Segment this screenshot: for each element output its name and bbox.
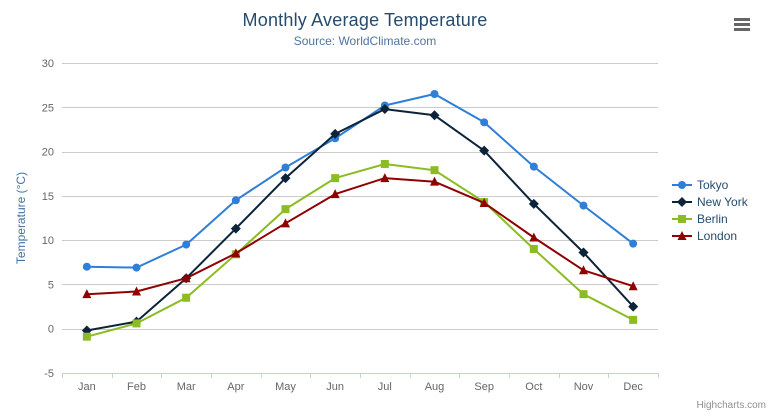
point-london-jun[interactable] <box>330 189 340 199</box>
x-axis-label: Oct <box>525 381 542 393</box>
x-axis-label: Feb <box>127 381 146 393</box>
point-tokyo-jan[interactable] <box>82 262 91 271</box>
point-berlin-jun[interactable] <box>331 174 340 183</box>
point-london-mar[interactable] <box>181 273 191 283</box>
x-axis-label: Mar <box>177 381 196 393</box>
series-berlin-line <box>86 163 634 338</box>
point-tokyo-apr[interactable] <box>231 196 240 205</box>
x-axis-label: Apr <box>227 381 244 393</box>
chart-subtitle: Source: WorldClimate.com <box>293 34 437 48</box>
point-tokyo-oct[interactable] <box>529 162 538 171</box>
point-new-york-may[interactable] <box>280 173 291 184</box>
point-berlin-nov[interactable] <box>579 290 588 299</box>
x-axis-label: Nov <box>574 381 594 393</box>
legend: Tokyo New York Berlin London <box>672 176 748 244</box>
legend-marker-tokyo[interactable] <box>678 180 686 189</box>
hamburger-icon <box>734 17 754 31</box>
point-tokyo-sep[interactable] <box>480 118 489 127</box>
berlin-square-marker-icon <box>672 214 692 223</box>
point-london-may[interactable] <box>281 218 290 228</box>
x-axis-label: Jul <box>378 381 392 393</box>
point-tokyo-nov[interactable] <box>579 201 588 210</box>
point-london-jul[interactable] <box>380 173 390 183</box>
x-axis-label: Dec <box>623 381 643 393</box>
point-london-aug[interactable] <box>430 176 439 186</box>
x-axis-label: Jun <box>326 381 344 393</box>
y-axis-label: 25 <box>42 102 54 114</box>
point-new-york-sep[interactable] <box>479 145 490 156</box>
point-london-nov[interactable] <box>579 265 588 275</box>
legend-item-tokyo[interactable]: Tokyo <box>672 176 748 193</box>
point-berlin-oct[interactable] <box>529 245 538 253</box>
legend-item-new-york[interactable]: New York <box>672 193 748 210</box>
point-london-feb[interactable] <box>132 286 141 296</box>
legend-item-label: Berlin <box>697 211 728 226</box>
point-tokyo-feb[interactable] <box>132 263 141 272</box>
y-axis-label: 15 <box>42 191 54 203</box>
chart-title: Monthly Average Temperature <box>242 10 488 30</box>
series-tokyo-line <box>86 93 634 269</box>
point-london-jan[interactable] <box>82 289 92 299</box>
point-berlin-jul[interactable] <box>380 159 389 168</box>
point-new-york-jul[interactable] <box>379 104 390 115</box>
credits-link[interactable]: Highcharts.com <box>696 400 766 411</box>
point-new-york-oct[interactable] <box>528 198 539 209</box>
x-axis-label: Jan <box>78 381 96 393</box>
y-axis-label: 5 <box>48 279 54 291</box>
x-axis-label: Sep <box>474 381 494 393</box>
x-axis-label: Aug <box>425 381 445 393</box>
point-tokyo-may[interactable] <box>281 163 290 172</box>
point-london-apr[interactable] <box>231 248 241 258</box>
point-new-york-nov[interactable] <box>578 247 589 258</box>
x-axis-label: May <box>275 381 296 393</box>
y-axis-label: 0 <box>48 324 54 336</box>
tokyo-circle-marker-icon <box>672 180 692 189</box>
y-axis-title: Temperature (°C) <box>14 172 28 264</box>
legend-item-label: Tokyo <box>697 177 729 192</box>
legend-marker-berlin[interactable] <box>678 214 686 223</box>
point-london-sep[interactable] <box>479 197 489 207</box>
point-new-york-aug[interactable] <box>429 110 440 121</box>
series-london-line <box>86 177 634 296</box>
legend-item-berlin[interactable]: Berlin <box>672 210 748 227</box>
legend-marker-new-york[interactable] <box>677 196 687 207</box>
export-menu-button[interactable] <box>734 17 754 33</box>
y-axis-label: -5 <box>44 368 54 380</box>
legend-marker-london[interactable] <box>677 230 687 240</box>
new-york-diamond-marker-icon <box>672 196 692 207</box>
y-axis-label: 10 <box>42 235 54 247</box>
point-berlin-feb[interactable] <box>132 319 141 328</box>
y-axis-label: 30 <box>42 58 54 70</box>
point-tokyo-mar[interactable] <box>182 240 191 249</box>
legend-item-label: London <box>697 228 738 243</box>
y-axis-label: 20 <box>42 147 54 159</box>
point-tokyo-aug[interactable] <box>430 90 439 98</box>
point-new-york-dec[interactable] <box>628 301 639 312</box>
point-berlin-may[interactable] <box>281 205 290 214</box>
point-berlin-aug[interactable] <box>430 166 439 175</box>
point-berlin-jan[interactable] <box>82 332 91 341</box>
point-new-york-jun[interactable] <box>330 128 341 139</box>
point-london-oct[interactable] <box>529 232 539 242</box>
point-tokyo-dec[interactable] <box>629 239 638 248</box>
point-new-york-apr[interactable] <box>230 223 241 234</box>
series-new-york-line <box>86 108 634 332</box>
london-triangle-marker-icon <box>672 230 692 240</box>
legend-item-label: New York <box>697 194 748 209</box>
point-london-dec[interactable] <box>628 281 638 291</box>
point-berlin-mar[interactable] <box>182 293 191 302</box>
legend-item-london[interactable]: London <box>672 227 748 244</box>
point-berlin-dec[interactable] <box>629 315 638 324</box>
